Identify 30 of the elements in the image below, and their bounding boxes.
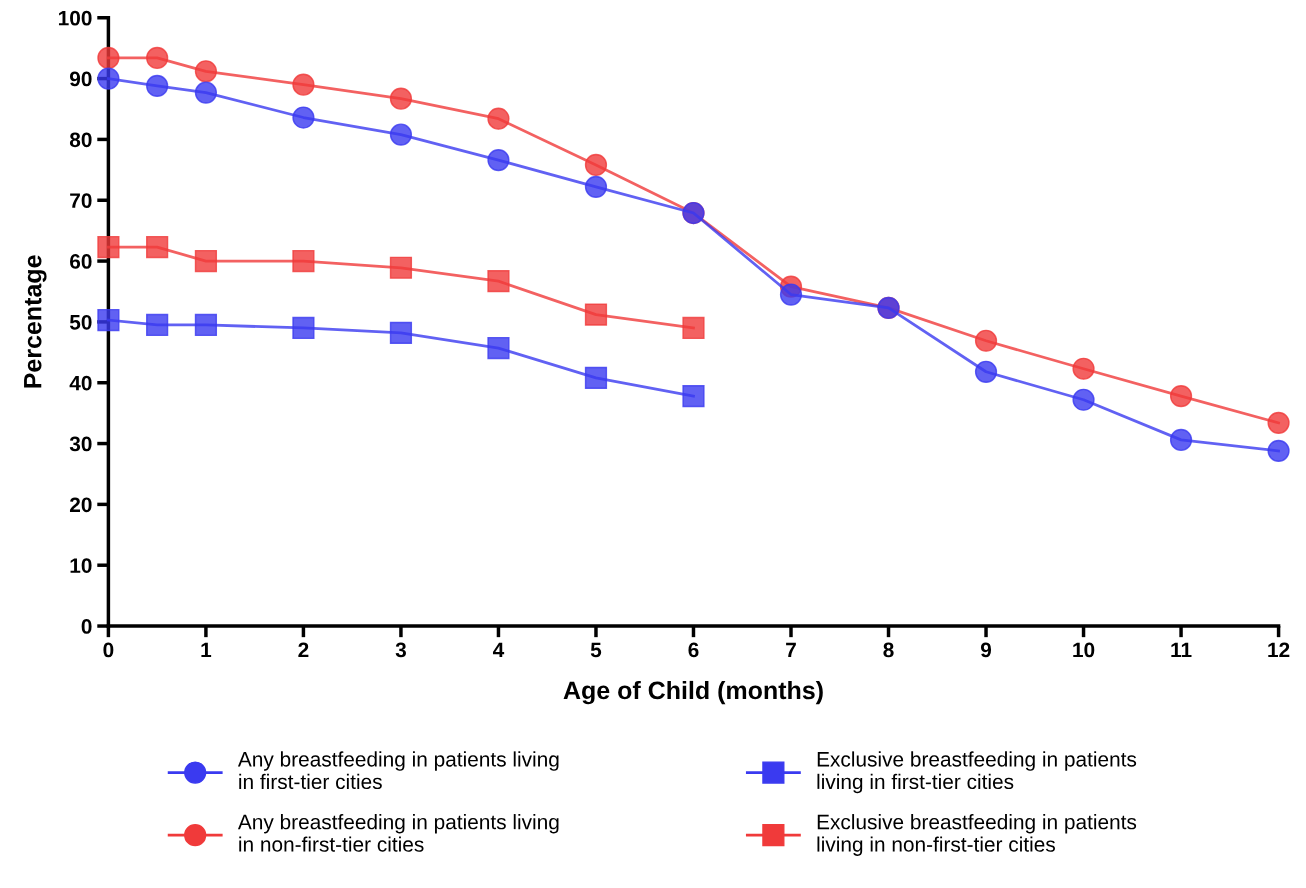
x-tick-label: 7	[786, 642, 796, 658]
x-tick-label: 8	[883, 642, 894, 658]
y-tick-label: 70	[70, 193, 92, 208]
x-tick-label: 0	[103, 642, 114, 658]
x-tick-label: 12	[1268, 642, 1290, 658]
y-tick-label: 90	[69, 71, 92, 87]
y-tick-label: 10	[70, 558, 92, 573]
y-tick-label: 50	[69, 314, 92, 330]
legend-label: Exclusive breastfeeding in patients living in first-tier cities	[817, 751, 1137, 794]
x-tick-label: 5	[590, 642, 602, 658]
y-tick-label: 60	[70, 254, 92, 269]
x-tick-label: 11	[1171, 642, 1192, 658]
x-tick-label: 3	[395, 642, 406, 658]
y-tick-label: 20	[69, 497, 92, 513]
x-tick-label: 4	[492, 642, 505, 658]
x-tick-label: 1	[201, 642, 212, 658]
y-axis-title: Percentage	[24, 255, 47, 388]
x-tick-label: 6	[688, 642, 699, 658]
x-tick-label: 2	[298, 642, 309, 658]
x-tick-label: 9	[980, 642, 992, 658]
x-axis-title: Age of Child (months)	[563, 680, 823, 705]
y-tick-label: 40	[69, 375, 92, 391]
x-tick-label: 10	[1073, 642, 1095, 658]
y-tick-label: 0	[81, 619, 92, 634]
y-tick-label: 80	[69, 132, 92, 148]
legend-label: Any breastfeeding in patients living in first-tier cities	[237, 751, 559, 790]
y-tick-label: 100	[58, 10, 92, 26]
legend-label: Exclusive breastfeeding in patients living in non-first-tier cities	[817, 814, 1137, 856]
y-tick-label: 30	[69, 436, 92, 452]
legend-label: Any breastfeeding in patients living in non-first-tier cities	[237, 814, 559, 852]
